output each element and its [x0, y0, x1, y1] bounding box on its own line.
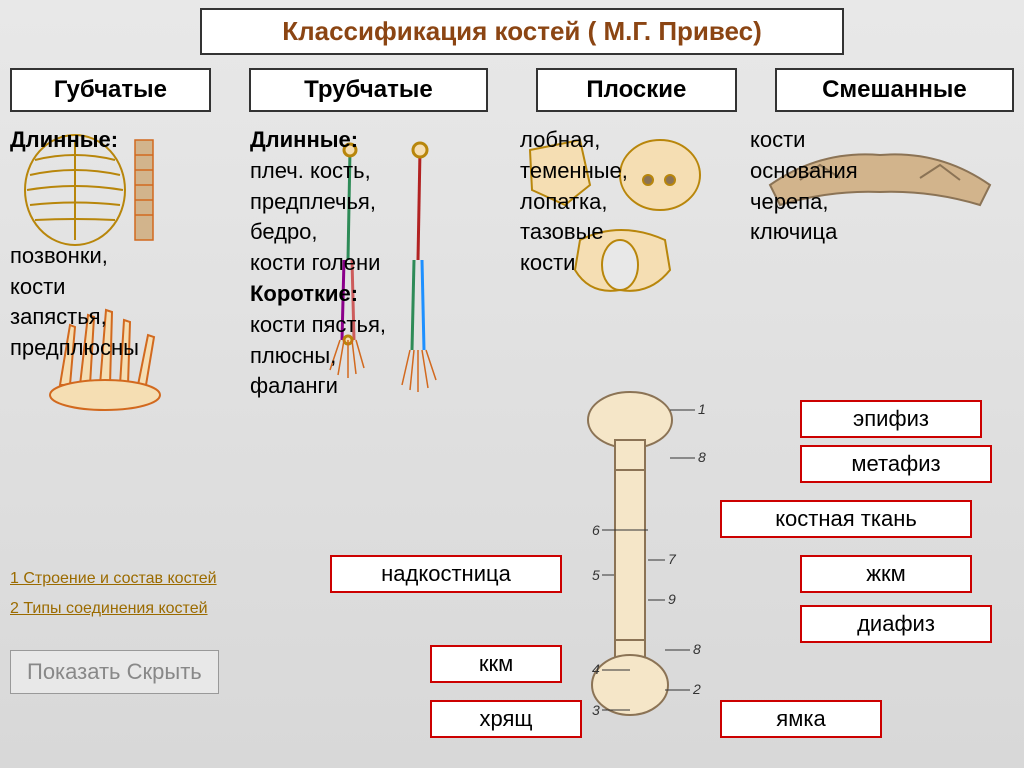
category-flat: Плоские: [536, 68, 737, 112]
mixed-line: ключица: [750, 217, 1010, 248]
col-mixed: кости основания черепа, ключица: [750, 125, 1010, 248]
label-zkm: жкм: [800, 555, 972, 593]
flat-line: тазовые: [520, 217, 720, 248]
label-diaphysis: диафиз: [800, 605, 992, 643]
label-metaphysis: метафиз: [800, 445, 992, 483]
svg-text:4: 4: [592, 661, 600, 677]
tubular-short-header: Короткие:: [250, 279, 480, 310]
col-tubular: Длинные: плеч. кость, предплечья, бедро,…: [250, 125, 480, 402]
spongy-line: кости: [10, 272, 220, 303]
link-joints[interactable]: 2 Типы соединения костей: [10, 600, 208, 618]
col-spongy: Длинные: позвонки, кости запястья, предп…: [10, 125, 220, 364]
label-periosteum: надкостница: [330, 555, 562, 593]
spongy-line: запястья,: [10, 302, 220, 333]
link-structure[interactable]: 1 Строение и состав костей: [10, 570, 217, 588]
tubular-line: кости пястья,: [250, 310, 480, 341]
svg-text:3: 3: [592, 702, 600, 718]
tubular-line: плеч. кость,: [250, 156, 480, 187]
svg-text:2: 2: [692, 681, 701, 697]
label-kkm: ккм: [430, 645, 562, 683]
flat-line: теменные,: [520, 156, 720, 187]
long-bone-diagram: 1 8 6 7 5 9 4 3 2 8: [560, 390, 710, 730]
category-spongy: Губчатые: [10, 68, 211, 112]
mixed-line: черепа,: [750, 187, 1010, 218]
tubular-line: предплечья,: [250, 187, 480, 218]
tubular-line: кости голени: [250, 248, 480, 279]
tubular-long-header: Длинные:: [250, 125, 480, 156]
spongy-long-header: Длинные:: [10, 125, 220, 156]
tubular-line: плюсны,: [250, 341, 480, 372]
flat-line: кости: [520, 248, 720, 279]
spongy-line: предплюсны: [10, 333, 220, 364]
mixed-line: кости: [750, 125, 1010, 156]
tubular-line: фаланги: [250, 371, 480, 402]
svg-text:8: 8: [698, 449, 706, 465]
page-title: Классификация костей ( М.Г. Привес): [200, 8, 844, 55]
label-epiphysis: эпифиз: [800, 400, 982, 438]
flat-line: лобная,: [520, 125, 720, 156]
label-cartilage: хрящ: [430, 700, 582, 738]
flat-line: лопатка,: [520, 187, 720, 218]
svg-text:6: 6: [592, 522, 600, 538]
svg-text:8: 8: [693, 641, 701, 657]
category-tubular: Трубчатые: [249, 68, 488, 112]
svg-text:9: 9: [668, 591, 676, 607]
category-row: Губчатые Трубчатые Плоские Смешанные: [10, 68, 1014, 112]
svg-text:1: 1: [698, 401, 706, 417]
svg-text:7: 7: [668, 551, 677, 567]
mixed-line: основания: [750, 156, 1010, 187]
show-hide-button[interactable]: Показать Скрыть: [10, 650, 219, 694]
svg-text:5: 5: [592, 567, 600, 583]
label-bone-tissue: костная ткань: [720, 500, 972, 538]
tubular-line: бедро,: [250, 217, 480, 248]
category-mixed: Смешанные: [775, 68, 1014, 112]
spongy-line: позвонки,: [10, 241, 220, 272]
col-flat: лобная, теменные, лопатка, тазовые кости: [520, 125, 720, 279]
label-fossa: ямка: [720, 700, 882, 738]
